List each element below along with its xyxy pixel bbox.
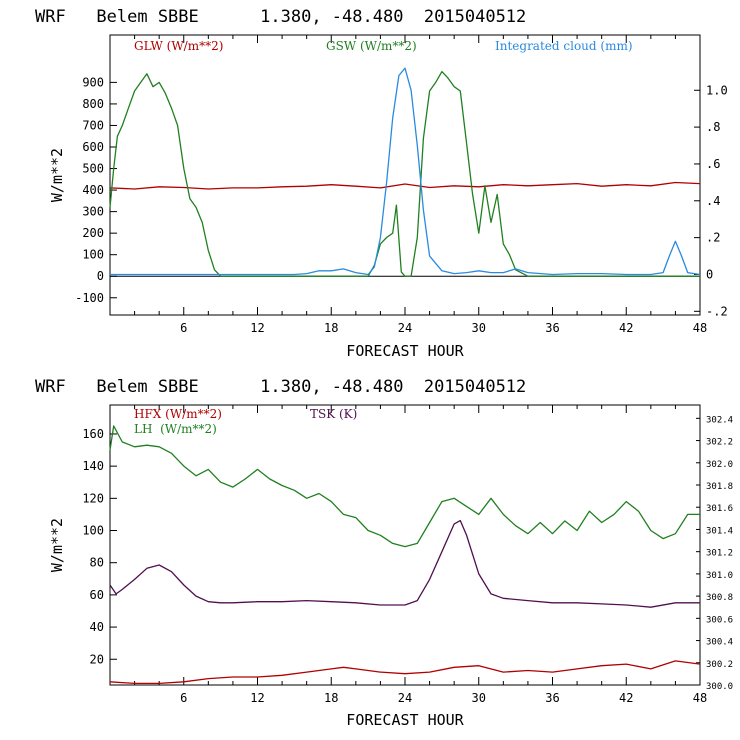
y2-tick-label: 300.2 — [706, 660, 733, 670]
y-tick-label: 600 — [82, 140, 104, 154]
x-tick-label: 18 — [324, 321, 338, 335]
legend-entry: Integrated cloud (mm) — [495, 39, 633, 53]
legend-entry: HFX (W/m**2) — [134, 407, 222, 421]
x-tick-label: 6 — [180, 321, 187, 335]
x-tick-label: 36 — [545, 321, 559, 335]
series-line-gsw — [109, 70, 700, 277]
y2-tick-label: 1.0 — [706, 83, 728, 97]
y2-tick-label: 301.0 — [706, 571, 733, 581]
y-tick-label: 40 — [90, 620, 104, 634]
y-tick-label: 60 — [90, 588, 104, 602]
y-tick-label: 80 — [90, 556, 104, 570]
x-axis-label: FORECAST HOUR — [346, 342, 464, 360]
plot-frame — [109, 404, 701, 686]
chart-panel-1: WRF Belem SBBE 1.380, -48.480 2015040512… — [35, 7, 728, 360]
chart-panel-2: WRF Belem SBBE 1.380, -48.480 2015040512… — [35, 377, 733, 729]
x-tick-label: 12 — [250, 691, 264, 705]
plot-frame — [109, 34, 701, 316]
y-tick-label: 160 — [82, 427, 104, 441]
x-tick-label: 36 — [545, 691, 559, 705]
x-tick-label: 30 — [472, 321, 486, 335]
x-tick-label: 48 — [693, 691, 707, 705]
y2-tick-label: 300.4 — [706, 638, 733, 648]
legend-entry: GSW (W/m**2) — [326, 39, 417, 53]
y-tick-label: 900 — [82, 75, 104, 89]
y-tick-label: 120 — [82, 491, 104, 505]
y-tick-label: -100 — [75, 291, 104, 305]
legend-entry: TSK (K) — [310, 407, 357, 421]
series-line-hfx — [109, 660, 701, 685]
y2-tick-label: .8 — [706, 120, 720, 134]
x-tick-label: 24 — [398, 691, 412, 705]
y2-tick-label: 300.6 — [706, 615, 733, 625]
y2-tick-label: .4 — [706, 194, 720, 208]
y-tick-label: 100 — [82, 248, 104, 262]
chart-title: WRF Belem SBBE 1.380, -48.480 2015040512 — [35, 377, 526, 397]
y-tick-label: 300 — [82, 205, 104, 219]
x-tick-label: 18 — [324, 691, 338, 705]
y2-tick-label: 300.8 — [706, 593, 733, 603]
y-tick-label: 200 — [82, 226, 104, 240]
x-tick-label: 24 — [398, 321, 412, 335]
x-tick-label: 6 — [180, 691, 187, 705]
x-tick-label: 42 — [619, 691, 633, 705]
series-line-glw — [109, 181, 701, 190]
x-tick-label: 48 — [693, 321, 707, 335]
chart-title: WRF Belem SBBE 1.380, -48.480 2015040512 — [35, 7, 526, 27]
y-axis-label: W/m**2 — [48, 148, 66, 202]
y-tick-label: 20 — [90, 652, 104, 666]
y-tick-label: 700 — [82, 118, 104, 132]
y2-tick-label: 301.6 — [706, 504, 733, 514]
y2-tick-label: .2 — [706, 231, 720, 245]
legend-entry: GLW (W/m**2) — [134, 39, 223, 53]
y2-tick-label: 302.4 — [706, 415, 733, 425]
y-tick-label: 0 — [97, 269, 104, 283]
y2-tick-label: 0 — [706, 267, 713, 281]
y-tick-label: 800 — [82, 97, 104, 111]
y2-tick-label: -.2 — [706, 304, 728, 318]
x-axis-label: FORECAST HOUR — [346, 711, 464, 729]
series-line-tsk — [109, 519, 700, 608]
y2-tick-label: 301.4 — [706, 526, 733, 536]
y-tick-label: 400 — [82, 183, 104, 197]
series-line-lh — [109, 425, 700, 548]
y-tick-label: 100 — [82, 524, 104, 538]
y2-tick-label: .6 — [706, 157, 720, 171]
y2-tick-label: 300.0 — [706, 682, 733, 692]
y-tick-label: 140 — [82, 459, 104, 473]
x-tick-label: 42 — [619, 321, 633, 335]
series-line-integrated — [110, 67, 701, 276]
y-axis-label: W/m**2 — [48, 518, 66, 572]
legend-entry: LH (W/m**2) — [134, 422, 217, 436]
y2-tick-label: 301.8 — [706, 482, 733, 492]
y-tick-label: 500 — [82, 162, 104, 176]
x-tick-label: 12 — [250, 321, 264, 335]
x-tick-label: 30 — [472, 691, 486, 705]
y2-tick-label: 301.2 — [706, 549, 733, 559]
y2-tick-label: 302.2 — [706, 438, 733, 448]
y2-tick-label: 302.0 — [706, 460, 733, 470]
